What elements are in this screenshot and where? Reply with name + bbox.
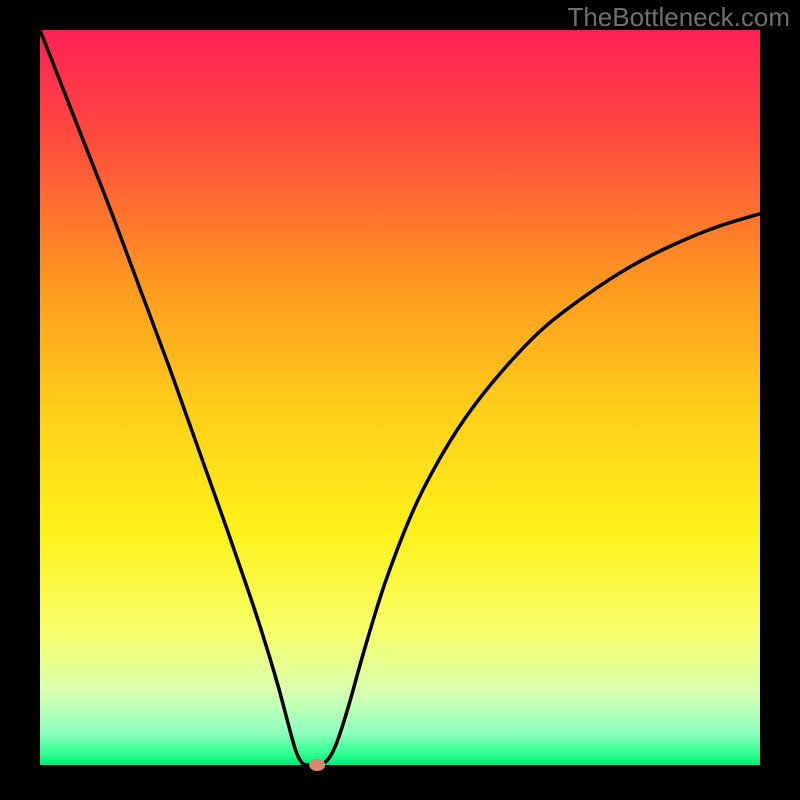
watermark-text: TheBottleneck.com: [567, 2, 790, 33]
optimal-point-marker: [309, 759, 325, 771]
chart-background: [40, 30, 760, 765]
chart-frame: TheBottleneck.com: [0, 0, 800, 800]
bottleneck-chart: [0, 0, 800, 800]
